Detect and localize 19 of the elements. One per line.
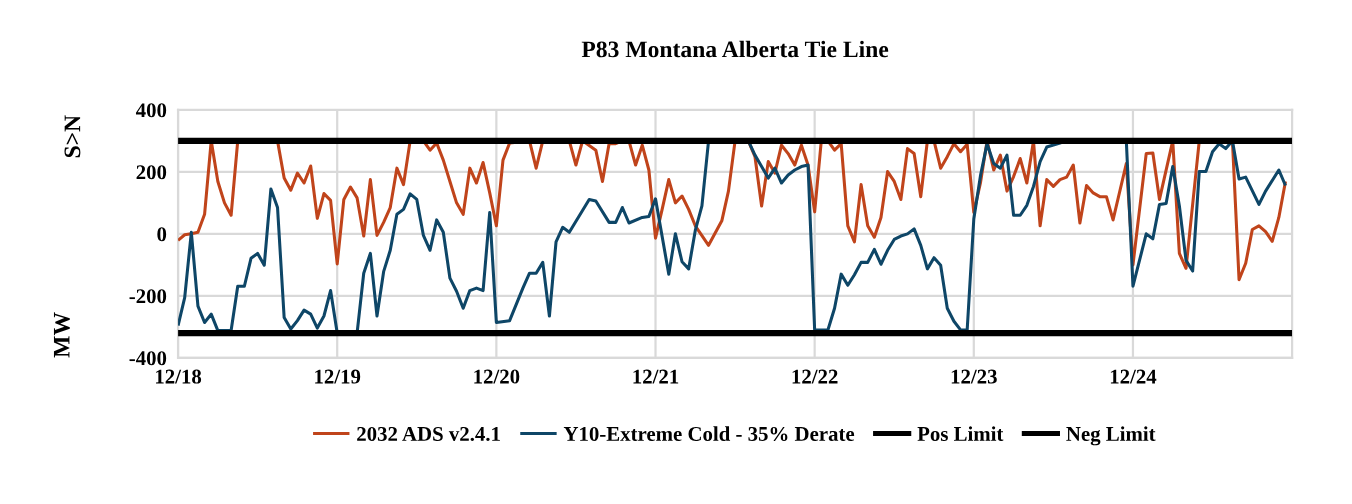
y-tick-label: -400 — [129, 351, 167, 366]
x-tick-label: 12/19 — [315, 369, 361, 384]
y-tick-label: 0 — [157, 227, 167, 242]
legend-label: Pos Limit — [917, 426, 1004, 441]
y-tick-label: 400 — [135, 103, 167, 118]
x-tick-label: 12/18 — [156, 369, 202, 384]
y-tick-label: 200 — [136, 165, 167, 180]
x-tick-label: 12/20 — [474, 369, 520, 384]
x-tick-label: 12/24 — [1110, 369, 1157, 384]
x-tick-label: 12/21 — [633, 369, 679, 384]
y-tick-label: -200 — [129, 289, 167, 304]
chart-title: P83 Montana Alberta Tie Line — [581, 40, 889, 58]
legend-label: 2032 ADS v2.4.1 — [357, 426, 500, 442]
y-axis-title: MW — [53, 312, 70, 358]
legend-label: Neg Limit — [1066, 426, 1156, 446]
text: S>N — [64, 115, 81, 158]
x-tick-label: 12/22 — [792, 369, 838, 384]
x-tick-label: 12/23 — [951, 369, 997, 384]
legend-label: Y10-Extreme Cold - 35% Derate — [563, 426, 855, 442]
